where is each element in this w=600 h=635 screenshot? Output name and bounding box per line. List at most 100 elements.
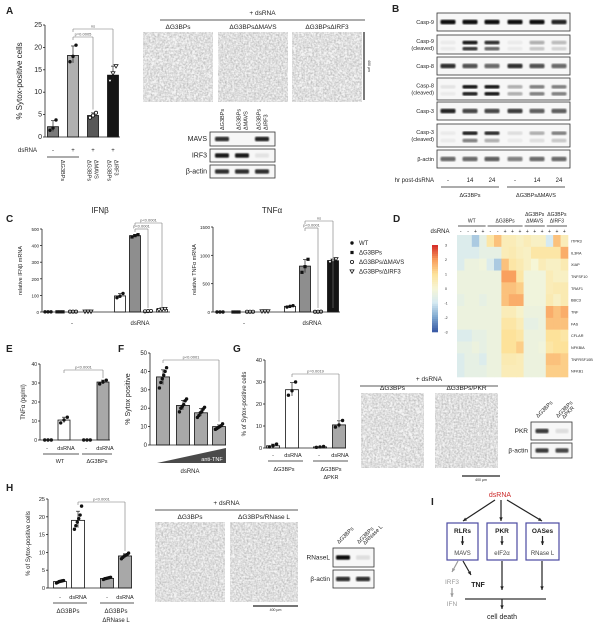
cell [350, 47, 353, 50]
colorbar-segment [432, 279, 438, 283]
cell [159, 59, 161, 61]
sensor-arrow [540, 536, 545, 545]
gene-label: TNFSF10 [571, 275, 587, 279]
cell [166, 588, 169, 591]
heatmap-cell [494, 235, 502, 248]
colorbar: 3 2 1 0 -1 -2 -3 [432, 244, 448, 335]
cell [325, 62, 328, 65]
data-point [71, 54, 75, 59]
cell [301, 86, 304, 90]
cell [286, 584, 288, 586]
cell [251, 528, 253, 530]
cell [184, 69, 187, 71]
cell [368, 456, 370, 458]
cell [153, 44, 155, 46]
data-point [72, 527, 77, 531]
cell [231, 555, 234, 557]
cell [382, 456, 385, 459]
data-point [162, 373, 166, 377]
cell [342, 34, 345, 37]
heatmap-cell [516, 329, 524, 342]
micrograph-image [143, 32, 213, 102]
cell [449, 402, 451, 405]
cell [408, 432, 412, 436]
cell [392, 464, 394, 466]
arrow-to-death-head [500, 605, 504, 609]
dsrna-label: dsRNA [331, 453, 349, 459]
blot-band [484, 108, 500, 114]
cell [147, 49, 150, 52]
heatmap-cell [486, 329, 495, 342]
data-point [286, 393, 291, 397]
heatmap-cell [486, 317, 495, 330]
arrow-to-ifn [450, 588, 454, 597]
gene-label: TNF [571, 310, 579, 314]
y-tick-label: 5 [38, 112, 42, 119]
colorbar-tick-label: 3 [445, 244, 447, 248]
cell [482, 459, 484, 461]
heatmap-cell [531, 282, 539, 295]
colorbar-segment [432, 327, 438, 331]
heatmap-cell [457, 329, 465, 342]
blot-band [440, 156, 456, 162]
cell [249, 90, 252, 92]
y-tick-label: 500 [202, 282, 210, 287]
p-value-label: p<0.0001 [75, 365, 93, 370]
data-point [288, 304, 292, 309]
cell [209, 74, 212, 78]
cell [151, 61, 155, 65]
y-tick-label: 500 [31, 227, 39, 232]
blot-band [529, 156, 545, 162]
data-point [259, 309, 265, 315]
cell [396, 399, 399, 401]
chart-title: TNFα [262, 206, 283, 215]
dsrna-sign: + [548, 229, 551, 235]
cell [372, 454, 376, 457]
cell [319, 87, 322, 90]
cell [359, 34, 361, 36]
blot-band [484, 46, 500, 51]
heatmap-cell [538, 341, 547, 354]
data-point [184, 397, 189, 401]
colorbar-segment [432, 286, 438, 289]
blot-band [507, 156, 523, 162]
cell [345, 98, 347, 101]
cell [313, 87, 317, 91]
heatmap-cell [508, 341, 517, 354]
x-axis-label: dsRNA [180, 469, 199, 475]
blot-band [484, 19, 500, 25]
cell [382, 431, 385, 433]
cell [363, 418, 365, 420]
heatmap-cell [501, 353, 510, 366]
cell [201, 62, 203, 64]
heatmap-cell [545, 294, 554, 307]
blot-band [535, 448, 549, 453]
panel-label-e: E [6, 344, 13, 355]
heatmap-cell [471, 294, 480, 307]
heatmap-cell [494, 246, 502, 259]
scale-bar: 400 µm [253, 605, 298, 612]
data-point [48, 128, 52, 132]
colorbar-tick-label: -1 [444, 302, 447, 306]
cell [299, 67, 301, 70]
heatmap-cell [486, 294, 495, 307]
chart-E: 0 10 20 30 40 TNFα (pg/ml) p<0.0001 - dsRNA - dsRN… [21, 362, 114, 465]
blot-band [462, 19, 478, 25]
y-axis-label: TNFα (pg/ml) [21, 384, 27, 419]
cell [344, 51, 347, 54]
blot-band [551, 19, 567, 25]
heatmap-cell [560, 282, 569, 295]
cell [187, 42, 189, 44]
cell [442, 415, 445, 417]
arrow-to-irf3-head [452, 568, 456, 572]
y-tick-label: 100 [31, 293, 39, 298]
cell [367, 459, 371, 462]
cell [324, 62, 326, 64]
heatmap-cell [457, 246, 465, 259]
blot-row: Casp-8(cleaved) [411, 77, 571, 101]
blot-row-label: β-actin [310, 576, 330, 583]
cell [367, 428, 371, 431]
data-point [197, 413, 201, 418]
lane-label: ΔG3BPs [535, 400, 554, 419]
heatmap-cell [486, 306, 495, 319]
